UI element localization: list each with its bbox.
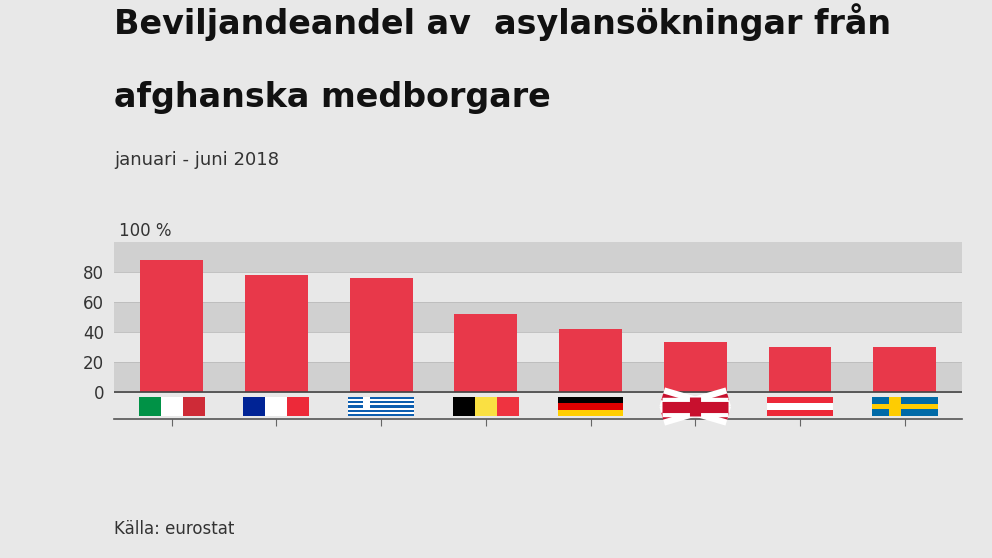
Bar [348,412,414,414]
Bar [348,410,414,412]
Text: januari - juni 2018: januari - juni 2018 [114,151,279,169]
Bar [139,397,161,416]
Bar [890,397,902,416]
Bar [348,399,385,401]
Text: Källa: eurostat: Källa: eurostat [114,521,234,538]
Bar [288,397,310,416]
Bar [663,397,728,416]
Bar [769,347,831,392]
Bar [452,397,475,416]
Bar [348,403,414,406]
Bar [114,272,962,302]
Bar [348,397,385,399]
Bar [348,397,414,399]
Bar [872,403,937,410]
Bar [872,397,937,416]
Bar [767,403,833,410]
Bar [559,329,622,392]
Bar [558,410,624,416]
Bar [140,260,203,392]
Bar [767,410,833,416]
Bar [348,406,385,407]
Bar [243,397,266,416]
Text: 100 %: 100 % [119,222,172,240]
Bar [266,397,288,416]
Bar [348,407,414,410]
Bar [114,302,962,331]
Text: afghanska medborgare: afghanska medborgare [114,81,551,114]
Bar [873,347,936,392]
Bar [348,406,414,407]
Bar [114,362,962,392]
Bar [348,414,414,416]
Bar [497,397,519,416]
Bar [348,401,414,403]
Bar [475,397,497,416]
Bar [767,397,833,403]
Bar [348,403,385,406]
Bar [348,399,414,401]
Bar [558,403,624,410]
Bar [183,397,204,416]
Bar [161,397,183,416]
Bar [114,242,962,272]
Bar [349,278,413,392]
Bar [454,314,517,392]
Bar [114,331,962,362]
Bar [245,275,308,392]
Bar [348,401,385,403]
Text: Beviljandeandel av  asylansökningar från: Beviljandeandel av asylansökningar från [114,3,891,41]
Bar [363,397,370,407]
Bar [664,342,726,392]
Bar [558,397,624,403]
